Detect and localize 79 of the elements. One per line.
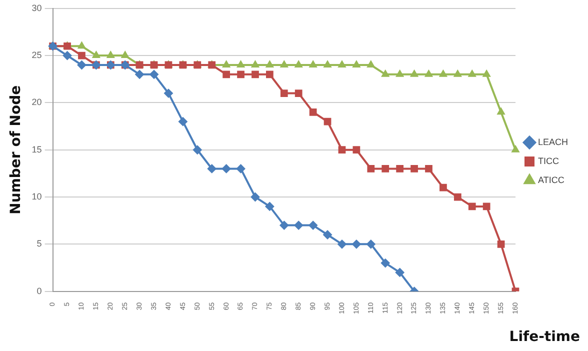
point [482,202,490,210]
point [237,70,244,78]
y-tick-label: 15 [32,144,42,154]
point [265,202,274,211]
y-tick-label: 5 [36,238,42,249]
point [78,52,86,60]
point [78,42,86,49]
point [251,60,260,68]
point [222,70,230,78]
point [294,90,302,97]
legend-label: LEACH [538,136,568,147]
point [294,60,303,68]
point [352,240,361,249]
point [252,70,259,78]
y-tick-label: 10 [32,192,42,202]
point [366,240,376,249]
x-axis-title: Life-time [509,329,580,345]
point [410,70,418,77]
y-tick-label: 25 [32,50,42,60]
point [236,60,245,68]
point [337,240,346,249]
point [222,164,231,174]
y-tick-label: 30 [32,2,42,13]
point [366,60,375,68]
point [424,70,433,77]
point [382,165,390,172]
point [497,108,505,115]
point [121,51,130,58]
point [352,146,360,154]
point [396,70,404,77]
legend-label: TICC [538,156,560,166]
point [454,70,462,77]
point [250,192,260,202]
legend-label: ATICC [538,174,565,185]
point [236,164,246,174]
point [222,60,230,68]
point [380,258,390,268]
y-axis-title: Number of Node [8,85,24,214]
point [468,202,476,210]
point [425,165,432,172]
point [92,51,100,58]
point [309,60,318,68]
point [381,70,390,77]
point [440,184,447,192]
point [410,165,418,172]
point [178,117,188,126]
point [280,60,288,68]
point [512,145,520,152]
point [164,88,173,98]
point [338,60,346,68]
point [207,164,216,174]
point [324,60,332,68]
point [395,268,404,277]
point [62,51,72,60]
point [454,193,462,201]
point [135,70,144,79]
point [439,70,448,77]
point [396,165,404,172]
y-tick-label: 0 [36,286,42,296]
point [266,60,274,68]
point [77,60,86,70]
y-tick-label: 20 [32,97,42,108]
point [192,145,202,154]
point [497,240,505,248]
point [324,118,332,126]
point [106,51,115,58]
point [150,70,159,79]
point [482,70,491,77]
point [308,220,318,230]
point [294,220,304,230]
point [280,90,288,97]
point [352,60,360,68]
point [338,146,346,154]
point [367,165,375,172]
point [323,230,332,240]
point [468,70,476,77]
point [309,108,317,116]
point [266,70,274,78]
point [280,220,289,230]
